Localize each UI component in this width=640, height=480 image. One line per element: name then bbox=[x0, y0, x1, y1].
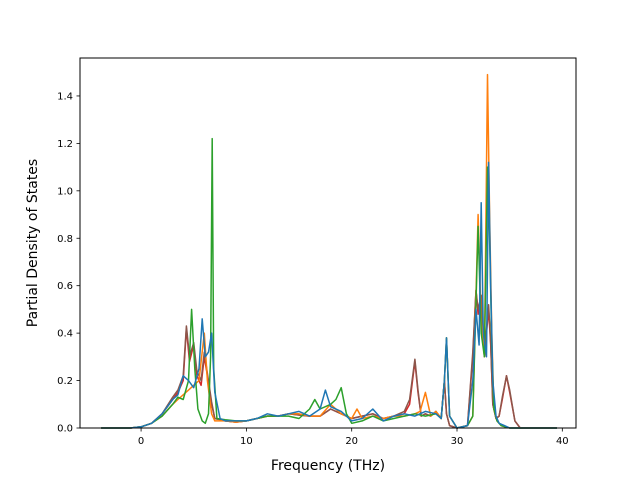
x-tick-label: 20 bbox=[345, 436, 358, 447]
x-tick-label: 10 bbox=[240, 436, 253, 447]
y-tick-label: 0.4 bbox=[57, 329, 73, 340]
y-tick-label: 1.2 bbox=[57, 139, 73, 150]
x-tick-label: 30 bbox=[451, 436, 464, 447]
x-tick-label: 0 bbox=[138, 436, 144, 447]
y-tick-label: 0.8 bbox=[57, 234, 73, 245]
y-tick-label: 0.2 bbox=[57, 376, 73, 387]
x-axis-ticks: 0 10 20 30 40 bbox=[138, 428, 569, 447]
series-layer bbox=[101, 73, 557, 429]
y-tick-label: 0.6 bbox=[57, 281, 73, 292]
y-axis-ticks: 0.0 0.2 0.4 0.6 0.8 1.0 1.2 1.4 bbox=[57, 91, 80, 435]
y-tick-label: 0.0 bbox=[57, 424, 73, 435]
y-axis-title: Partial Density of States bbox=[25, 159, 41, 327]
x-tick-label: 40 bbox=[556, 436, 569, 447]
series-line-2 bbox=[101, 289, 557, 429]
series-line-5 bbox=[101, 161, 557, 429]
y-tick-label: 1.4 bbox=[57, 91, 73, 102]
series-line-4 bbox=[101, 137, 557, 429]
x-axis-title: Frequency (THz) bbox=[271, 458, 385, 474]
plot-area-frame bbox=[79, 57, 577, 429]
y-tick-label: 1.0 bbox=[57, 186, 73, 197]
